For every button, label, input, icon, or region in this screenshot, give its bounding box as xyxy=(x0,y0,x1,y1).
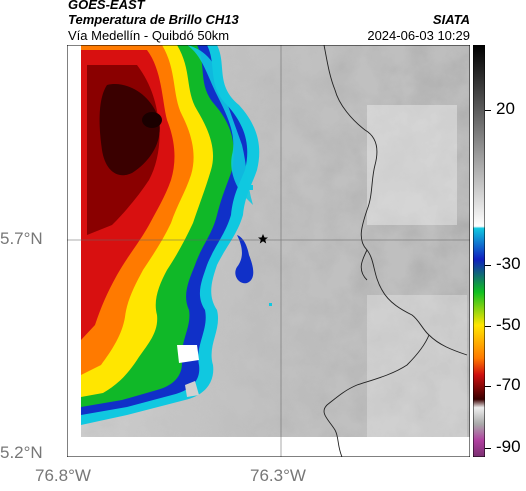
colorbar-label-minus70: -70 xyxy=(496,375,521,394)
y-tick-5.2N: 5.2°N xyxy=(0,443,43,462)
subtitle-route: Vía Medellín - Quibdó 50km xyxy=(68,28,230,43)
gridlines xyxy=(67,45,470,457)
location-marker xyxy=(258,234,268,244)
title-product: Temperatura de Brillo CH13 xyxy=(68,12,239,27)
colorbar-label-20: 20 xyxy=(496,99,515,118)
colorbar-label-minus50: -50 xyxy=(496,315,521,334)
river-boundaries xyxy=(323,45,468,457)
org-label: SIATA xyxy=(432,12,470,27)
colorbar xyxy=(473,45,485,457)
storm-system xyxy=(81,45,272,425)
map-blank-bottom xyxy=(67,437,470,457)
colorbar-label-minus90: -90 xyxy=(496,437,521,456)
satellite-map xyxy=(67,45,470,457)
timestamp: 2024-06-03 10:29 xyxy=(367,28,470,43)
title-source: GOES-EAST xyxy=(68,0,145,12)
map-blank-strip xyxy=(67,45,81,457)
x-tick-76.8W: 76.8°W xyxy=(35,466,91,485)
x-tick-76.3W: 76.3°W xyxy=(250,466,306,485)
y-tick-5.7N: 5.7°N xyxy=(0,229,43,248)
colorbar-label-minus30: -30 xyxy=(496,254,521,273)
